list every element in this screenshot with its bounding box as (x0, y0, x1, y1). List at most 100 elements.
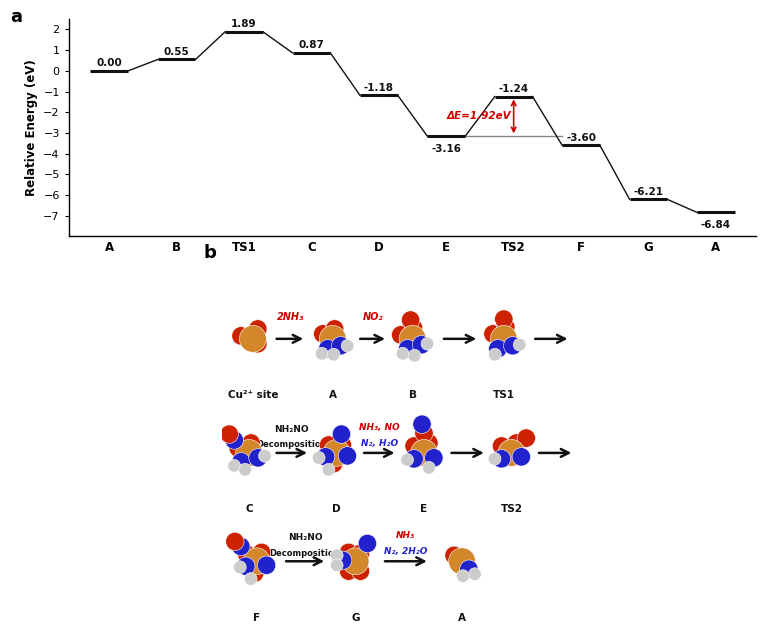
Circle shape (468, 568, 481, 581)
Text: TS1: TS1 (493, 390, 515, 400)
Circle shape (342, 548, 369, 575)
Circle shape (330, 549, 343, 561)
Circle shape (334, 551, 352, 570)
Text: a: a (10, 8, 22, 26)
Text: 1.89: 1.89 (231, 19, 257, 29)
Text: G: G (351, 612, 360, 623)
Circle shape (312, 452, 325, 464)
Text: -3.16: -3.16 (431, 144, 461, 154)
Circle shape (339, 543, 358, 561)
Circle shape (413, 336, 431, 354)
Text: NO₂: NO₂ (362, 312, 383, 322)
Circle shape (498, 440, 525, 466)
Text: B: B (409, 390, 416, 400)
Circle shape (239, 325, 267, 352)
Circle shape (408, 349, 421, 362)
Circle shape (494, 310, 513, 328)
Text: A: A (458, 612, 466, 623)
Circle shape (488, 452, 501, 465)
Circle shape (225, 532, 244, 551)
Circle shape (248, 320, 267, 338)
Circle shape (342, 339, 354, 352)
Text: 0.00: 0.00 (96, 58, 122, 68)
Circle shape (243, 548, 270, 575)
Circle shape (319, 325, 346, 352)
Circle shape (358, 534, 377, 553)
Circle shape (220, 425, 238, 443)
Circle shape (319, 339, 337, 358)
Text: -1.24: -1.24 (499, 84, 529, 94)
Circle shape (249, 449, 267, 467)
Text: C: C (245, 504, 253, 514)
Circle shape (401, 454, 413, 466)
Circle shape (322, 463, 335, 476)
Circle shape (399, 325, 426, 352)
Text: -3.60: -3.60 (566, 133, 596, 143)
Circle shape (448, 548, 475, 575)
Circle shape (419, 434, 438, 452)
Circle shape (257, 556, 276, 574)
Text: -6.21: -6.21 (633, 187, 663, 197)
Text: NH₃: NH₃ (397, 531, 415, 540)
Text: Cu²⁺ site: Cu²⁺ site (228, 390, 278, 400)
Circle shape (316, 347, 329, 360)
Text: F: F (253, 612, 261, 623)
Text: Decomposition: Decomposition (270, 549, 340, 558)
Circle shape (489, 339, 507, 358)
Circle shape (323, 440, 350, 466)
Circle shape (327, 348, 340, 361)
Circle shape (238, 545, 256, 563)
Circle shape (234, 561, 246, 574)
Circle shape (231, 327, 250, 345)
Text: ΔE=1.92eV: ΔE=1.92eV (446, 112, 511, 121)
Circle shape (490, 325, 517, 352)
Circle shape (330, 559, 343, 572)
Text: N₂, H₂O: N₂, H₂O (361, 439, 397, 448)
Text: -6.84: -6.84 (701, 220, 731, 230)
Circle shape (460, 560, 478, 579)
Circle shape (325, 455, 343, 473)
Circle shape (351, 544, 370, 563)
Text: 0.55: 0.55 (163, 47, 189, 57)
Circle shape (252, 543, 270, 561)
Text: E: E (420, 504, 428, 514)
Circle shape (507, 434, 526, 452)
Circle shape (457, 570, 469, 582)
Text: N₂, 2H₂O: N₂, 2H₂O (384, 547, 427, 556)
Text: NH₂NO: NH₂NO (274, 425, 309, 434)
Circle shape (316, 448, 335, 466)
Circle shape (244, 573, 257, 586)
Circle shape (228, 459, 241, 472)
Circle shape (238, 463, 251, 476)
Circle shape (425, 449, 443, 467)
Circle shape (503, 337, 522, 355)
Text: D: D (332, 504, 341, 514)
Circle shape (319, 436, 338, 454)
Circle shape (488, 348, 501, 361)
Circle shape (391, 325, 410, 344)
Circle shape (245, 564, 264, 582)
Circle shape (517, 429, 536, 447)
Circle shape (231, 537, 250, 556)
Text: b: b (203, 244, 216, 262)
Circle shape (497, 318, 515, 336)
Circle shape (248, 334, 267, 353)
Circle shape (415, 424, 433, 442)
Circle shape (237, 557, 255, 575)
Circle shape (229, 439, 248, 457)
Text: -1.18: -1.18 (364, 82, 394, 93)
Circle shape (413, 415, 431, 433)
Circle shape (258, 450, 271, 462)
Text: TS2: TS2 (500, 504, 523, 514)
Circle shape (405, 437, 423, 455)
Circle shape (314, 325, 332, 343)
Circle shape (404, 319, 422, 337)
Circle shape (492, 437, 510, 455)
Text: A: A (329, 390, 337, 400)
Text: Decomposition: Decomposition (257, 440, 327, 449)
Circle shape (421, 338, 434, 350)
Circle shape (405, 450, 423, 468)
Y-axis label: Relative Energy (eV): Relative Energy (eV) (24, 59, 37, 196)
Circle shape (492, 450, 510, 468)
Circle shape (513, 338, 526, 351)
